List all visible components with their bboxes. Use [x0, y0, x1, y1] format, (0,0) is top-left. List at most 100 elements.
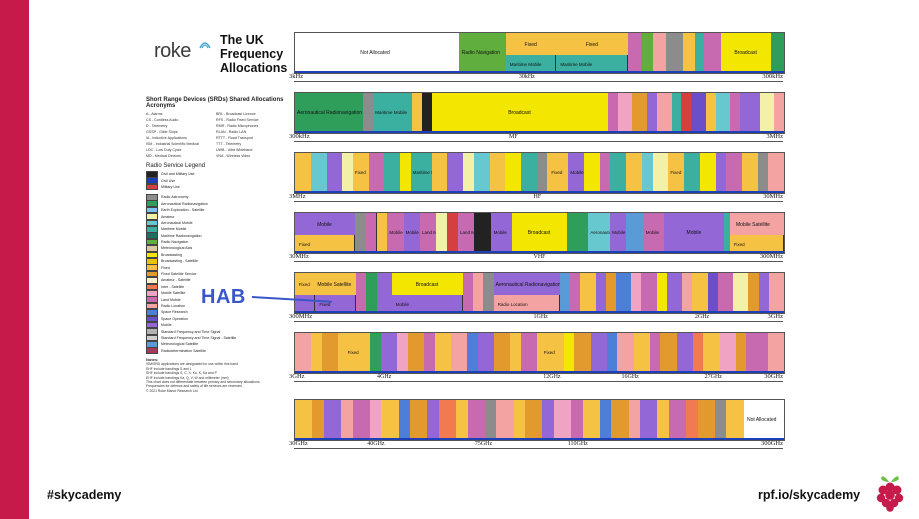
- axis-start-label: 30MHz: [289, 253, 309, 260]
- hashtag-text: #skycademy: [47, 488, 122, 502]
- frequency-row: Not Allocated Radio Navigation Maritime Mo…: [289, 29, 785, 89]
- legend-heading: Radio Service Legend: [146, 163, 206, 169]
- axis-end-label: 3MHz: [766, 133, 783, 140]
- legend-entry: Fixed Satellite Service: [146, 270, 291, 278]
- band-segment: [626, 153, 644, 193]
- band-sub-label: Mobile: [395, 301, 410, 307]
- band-label: Mobile Satellite: [736, 221, 770, 228]
- band-segment: Fixed: [668, 153, 686, 193]
- band-segment: [434, 333, 452, 373]
- legend-swatch: [146, 177, 158, 184]
- band-sub-segment: [295, 235, 355, 253]
- title-line: Allocations: [220, 61, 288, 75]
- axis-mid-label: 12GHz: [543, 374, 561, 380]
- legend-panel: Short Range Devices (SRDs) Shared Alloca…: [146, 95, 291, 393]
- band-segment: [774, 93, 784, 133]
- axis-mid-label: 75GHz: [474, 441, 493, 447]
- acronym-item: RMR - Radio Microphones: [216, 124, 259, 128]
- axis-start-label: 30GHz: [289, 440, 308, 447]
- band-segment: [410, 400, 429, 440]
- axis-mid-label: 110GHz: [567, 441, 588, 447]
- band-label: Mobile: [317, 221, 332, 228]
- legend-swatch: [146, 283, 158, 291]
- band-segment: Fixed Mobile Satellite: [729, 213, 784, 253]
- axis-end-label: 30MHz: [763, 193, 783, 200]
- legend-label: Radio Astronomy: [161, 195, 189, 200]
- legend-entry: Earth Exploration - Satellite: [146, 206, 291, 214]
- band-segment: [376, 273, 393, 313]
- band-segment: Mobile: [490, 213, 514, 253]
- hab-annotation: HAB: [201, 286, 246, 308]
- band-segment: [684, 153, 701, 193]
- url-text: rpf.io/skycademy: [758, 488, 861, 502]
- band-label: Fixed: [670, 169, 682, 175]
- band-sub-label: Fixed: [319, 301, 331, 307]
- band-segment: [682, 33, 697, 73]
- service-legend: Radio Astronomy Aeronautical Radionavigat…: [146, 194, 291, 355]
- legend-swatch: [146, 277, 158, 284]
- legend-swatch: [146, 245, 158, 252]
- band-segment: [590, 333, 608, 373]
- axis-start-label: 3MHz: [289, 193, 306, 200]
- band-segment: [310, 153, 328, 193]
- band-segment: [665, 33, 684, 73]
- band-label: Land Mobile: [421, 229, 447, 235]
- allocation-band: Not Allocated: [294, 399, 785, 441]
- civil-use-strip: [295, 438, 784, 440]
- band-segment: Mobile: [642, 213, 666, 253]
- notes-section: Notes: ISM/SRD applications are designat…: [146, 357, 291, 393]
- legend-swatch: [146, 200, 158, 208]
- band-segment: [697, 400, 716, 440]
- band-segment: [668, 400, 688, 440]
- band-segment: [653, 33, 667, 73]
- axis-mid-label: 2GHz: [694, 314, 710, 320]
- band-segment: [525, 400, 544, 440]
- legend-swatch: [146, 206, 158, 214]
- band-sub-label: Fixed: [299, 241, 311, 247]
- band-label: Maritime Mobile: [412, 169, 445, 175]
- band-segment: [626, 213, 644, 253]
- band-segment: [633, 333, 651, 373]
- band-segment: Broadcast: [720, 33, 773, 73]
- band-segment: [746, 333, 769, 373]
- acronym-item: CS - Cordless Audio: [146, 118, 179, 122]
- brand-name: roke: [154, 40, 191, 62]
- legend-entry: Civil Use: [146, 177, 291, 184]
- civil-use-strip: [295, 371, 784, 373]
- poster-title: The UK Frequency Allocations: [220, 33, 287, 75]
- legend-label: Amateur: [161, 214, 175, 219]
- axis-mid-label: 30kHz: [518, 74, 535, 80]
- legend-label: Military Use: [161, 184, 180, 189]
- band-segment: [717, 273, 735, 313]
- band-label: Fixed: [543, 349, 555, 355]
- legend-label: Space Research: [161, 310, 188, 315]
- legend-label: Meteorological Aids: [161, 246, 193, 251]
- band-segment: Aeronautical Mobile: [588, 213, 630, 253]
- axis-start-label: 3kHz: [289, 73, 304, 80]
- legend-label: Maritime Radionavigation: [161, 233, 202, 238]
- band-segment: Maritime Mobile: [410, 153, 444, 193]
- band-segment: [368, 153, 386, 193]
- axis-start-label: 300kHz: [289, 133, 310, 140]
- band-segment: [553, 400, 573, 440]
- band-label: Mobile: [612, 229, 626, 235]
- legend-label: Aeronautical Mobile: [161, 220, 193, 225]
- legend-entry: Aeronautical Radionavigation: [146, 200, 291, 208]
- band-segment: Radio Location Aeronautical Radionavigati…: [493, 273, 561, 313]
- band-segment: [431, 153, 449, 193]
- legend-entry: Space Research: [146, 309, 291, 316]
- acronym-item: UWB - Ultra Wideband: [216, 148, 253, 152]
- scale-line: [294, 381, 783, 382]
- acronym-item: MD - Medical Devices: [146, 154, 181, 158]
- legend-label: Land Mobile: [161, 297, 181, 302]
- band-label: Mobile: [493, 229, 507, 235]
- legend-entry: Meteorological Satellite: [146, 341, 291, 348]
- band-segment: [610, 153, 628, 193]
- band-segment: [438, 400, 458, 440]
- note-line: ISM/SRD applications are designated for …: [146, 362, 238, 367]
- band-segment: [715, 93, 732, 133]
- legend-label: Radio Location: [161, 304, 185, 308]
- legend-label: Amateur - Satellite: [161, 278, 191, 283]
- legend-entry: Mobile: [146, 321, 291, 329]
- raspberry-pi-logo-icon: [876, 476, 904, 512]
